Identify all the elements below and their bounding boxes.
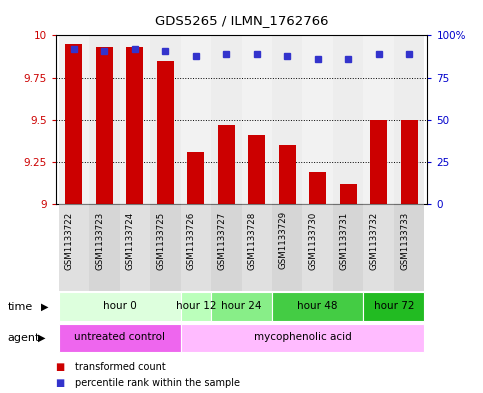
Bar [58,292,181,321]
Text: untreated control: untreated control [74,332,165,342]
Bar [333,204,363,291]
Text: ▶: ▶ [41,301,49,312]
Bar [272,204,302,291]
Bar [150,204,181,291]
Bar [279,145,296,204]
Bar [302,35,333,204]
Bar [370,120,387,204]
Text: GSM1133726: GSM1133726 [187,211,196,270]
Bar [333,35,363,204]
Text: hour 0: hour 0 [103,301,136,311]
Bar [394,35,425,204]
Text: GSM1133729: GSM1133729 [278,211,287,270]
Bar [363,35,394,204]
Bar [242,204,272,291]
Bar [340,184,356,204]
Bar [58,35,89,204]
Bar [150,35,181,204]
Bar [211,204,242,291]
Bar [89,204,120,291]
Bar [58,204,89,291]
Text: ■: ■ [56,362,65,373]
Text: GSM1133723: GSM1133723 [95,211,104,270]
Text: hour 72: hour 72 [374,301,414,311]
Text: GSM1133724: GSM1133724 [126,211,135,270]
Bar [120,35,150,204]
Text: GSM1133728: GSM1133728 [248,211,257,270]
Bar [394,204,425,291]
Text: hour 24: hour 24 [221,301,262,311]
Bar [272,292,363,321]
Text: hour 48: hour 48 [298,301,338,311]
Bar [211,35,242,204]
Text: time: time [7,301,32,312]
Bar [272,35,302,204]
Text: mycophenolic acid: mycophenolic acid [254,332,351,342]
Bar [218,125,235,204]
Bar [211,292,272,321]
Text: GSM1133732: GSM1133732 [369,211,379,270]
Text: percentile rank within the sample: percentile rank within the sample [75,378,240,388]
Bar [157,61,174,204]
Text: GSM1133730: GSM1133730 [309,211,318,270]
Bar [302,204,333,291]
Bar [96,47,113,204]
Bar [181,204,211,291]
Bar [181,292,211,321]
Text: GSM1133727: GSM1133727 [217,211,226,270]
Bar [187,152,204,204]
Bar [309,172,326,204]
Bar [363,204,394,291]
Bar [66,44,82,204]
Text: agent: agent [7,333,40,343]
Text: ■: ■ [56,378,65,388]
Bar [242,35,272,204]
Text: GSM1133731: GSM1133731 [339,211,348,270]
Text: GDS5265 / ILMN_1762766: GDS5265 / ILMN_1762766 [155,14,328,27]
Bar [89,35,120,204]
Bar [120,204,150,291]
Bar [248,135,265,204]
Text: GSM1133733: GSM1133733 [400,211,409,270]
Bar [181,324,425,352]
Text: hour 12: hour 12 [175,301,216,311]
Text: GSM1133722: GSM1133722 [65,211,74,270]
Bar [127,47,143,204]
Text: ▶: ▶ [38,333,45,343]
Text: GSM1133725: GSM1133725 [156,211,165,270]
Text: transformed count: transformed count [75,362,166,373]
Bar [181,35,211,204]
Bar [401,120,417,204]
Bar [58,324,181,352]
Bar [363,292,425,321]
